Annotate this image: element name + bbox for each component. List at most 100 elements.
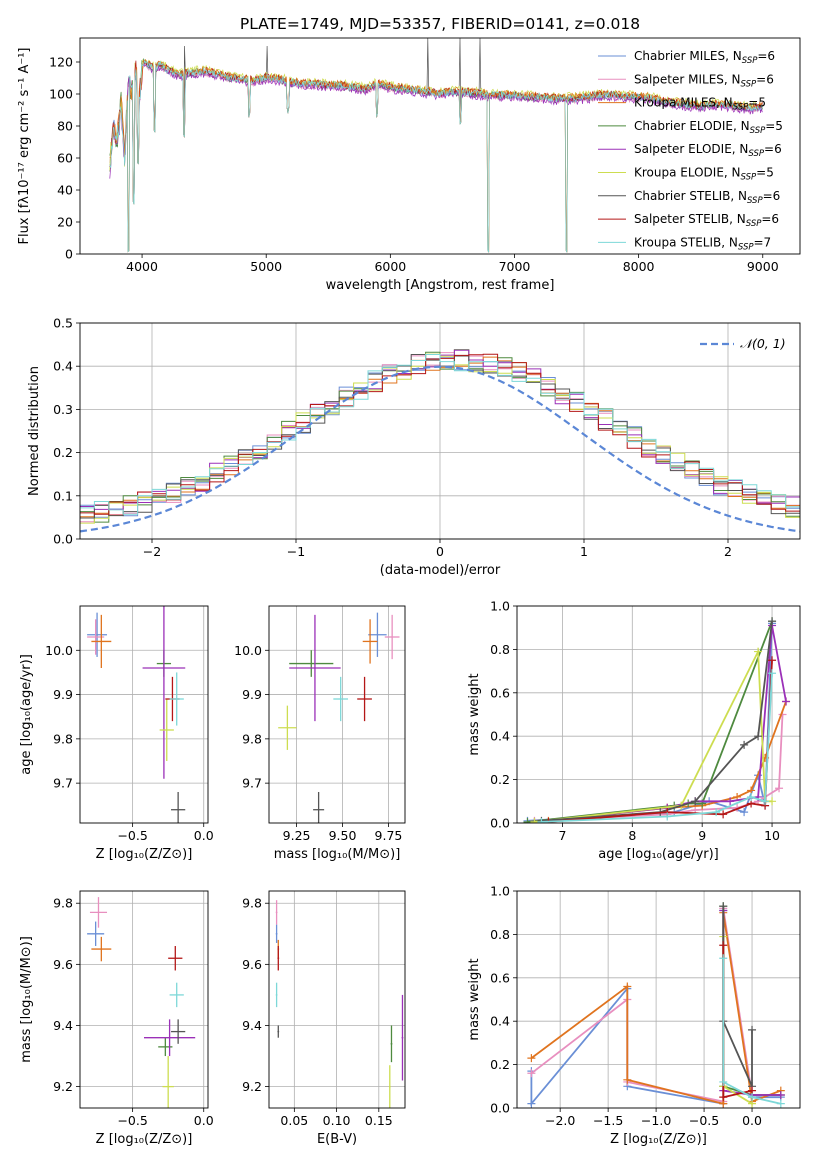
x-tick-label: −0.5 bbox=[117, 1113, 147, 1128]
plus-marker bbox=[719, 902, 728, 911]
y-tick-label: 0.4 bbox=[490, 1014, 510, 1029]
x-tick-label: 7000 bbox=[499, 259, 531, 274]
plus-marker bbox=[523, 817, 532, 823]
x-tick-label: 9.50 bbox=[329, 828, 357, 843]
plus-marker bbox=[527, 1054, 536, 1063]
y-tick-label: 0.2 bbox=[490, 1057, 510, 1072]
panel-spectrum: 4000 5000 6000 7000 8000 9000 0 20 40 60 80 100 120 w… bbox=[17, 37, 801, 293]
plus-marker bbox=[719, 954, 728, 963]
plus-marker bbox=[740, 740, 749, 749]
y-tick-label: 1.0 bbox=[490, 599, 510, 614]
plus-marker bbox=[719, 941, 728, 950]
plus-marker bbox=[663, 812, 672, 821]
y-tick-label: 9.9 bbox=[53, 687, 73, 702]
x-tick-label: −2.0 bbox=[545, 1113, 575, 1128]
plus-marker bbox=[768, 669, 777, 678]
panel-mass_vs_EBV: 0.05 0.10 0.15 9.2 9.4 9.6 9.8 E(B-V) bbox=[242, 890, 406, 1147]
y-axis-label: Normed distribution bbox=[27, 366, 42, 496]
plus-marker bbox=[776, 1099, 785, 1108]
y-tick-label: 0.6 bbox=[490, 970, 510, 985]
y-tick-label: 0.0 bbox=[53, 532, 73, 547]
legend-entry: Chabrier ELODIE, NSSP=5 bbox=[634, 119, 783, 136]
plus-marker bbox=[740, 808, 749, 817]
x-tick-label: 4000 bbox=[126, 259, 158, 274]
y-tick-label: 0.4 bbox=[490, 729, 510, 744]
x-tick-label: 6000 bbox=[374, 259, 406, 274]
plus-marker bbox=[761, 797, 770, 806]
x-tick-label: −2 bbox=[143, 544, 161, 559]
normal-curve bbox=[80, 365, 800, 533]
y-tick-label: 0.1 bbox=[53, 488, 73, 503]
y-tick-label: 9.9 bbox=[242, 687, 262, 702]
plus-marker bbox=[768, 656, 777, 665]
y-tick-label: 0.2 bbox=[490, 772, 510, 787]
panel-residuals: −2 −1 0 1 2 0.0 0.1 0.2 0.3 0.4 0.5 (data-model)/er… bbox=[27, 316, 801, 578]
x-axis-label: mass [log₁₀(M/M⊙)] bbox=[274, 847, 401, 862]
x-tick-label: 2 bbox=[724, 544, 732, 559]
x-tick-label: 9.25 bbox=[283, 828, 311, 843]
plus-marker bbox=[623, 982, 632, 991]
y-tick-label: 9.7 bbox=[242, 776, 262, 791]
plus-marker bbox=[530, 817, 539, 823]
y-tick-label: 9.6 bbox=[53, 957, 73, 972]
x-tick-label: 0 bbox=[436, 544, 444, 559]
plus-marker bbox=[747, 792, 756, 801]
residual-histogram-3 bbox=[80, 349, 800, 523]
figure-title: PLATE=1749, MJD=53357, FIBERID=0141, z=0… bbox=[240, 15, 640, 33]
plus-marker bbox=[719, 1077, 728, 1086]
x-tick-label: 5000 bbox=[250, 259, 282, 274]
panel-mass_vs_Z: −0.5 0.0 9.2 9.4 9.6 9.8 Z [log₁₀(Z/Z⊙)] mass [… bbox=[19, 890, 214, 1147]
y-tick-label: 10.0 bbox=[234, 643, 262, 658]
plus-marker bbox=[719, 1093, 728, 1102]
plus-marker bbox=[527, 1099, 536, 1108]
plus-marker bbox=[754, 732, 763, 741]
x-tick-label: 7 bbox=[558, 828, 566, 843]
mass-weight-series-6 bbox=[541, 621, 773, 822]
x-tick-label: 0.05 bbox=[280, 1113, 308, 1128]
x-tick-label: 0.0 bbox=[742, 1113, 762, 1128]
plus-marker bbox=[748, 1093, 757, 1102]
y-tick-label: 9.8 bbox=[53, 896, 73, 911]
x-tick-label: −0.5 bbox=[117, 828, 147, 843]
panel-mass_weight_vs_Z: −2.0 −1.5 −1.0 −0.5 0.0 0.0 0.2 0.4 0.6 0.8 1.0 Z [… bbox=[467, 884, 801, 1147]
y-tick-label: 0.8 bbox=[490, 927, 510, 942]
legend-entry: Chabrier STELIB, NSSP=6 bbox=[634, 189, 780, 206]
legend-entry: 𝒩(0, 1) bbox=[740, 336, 786, 351]
y-tick-label: 80 bbox=[57, 119, 73, 134]
y-tick-label: 0 bbox=[65, 247, 73, 262]
panel-age_vs_Z: −0.5 0.0 9.7 9.8 9.9 10.0 Z [log₁₀(Z/Z⊙)] age [… bbox=[19, 605, 214, 862]
plus-marker bbox=[776, 1090, 785, 1099]
x-tick-label: 9 bbox=[698, 828, 706, 843]
legend-entry: Salpeter STELIB, NSSP=6 bbox=[634, 212, 779, 229]
y-tick-label: 9.7 bbox=[53, 776, 73, 791]
y-tick-label: 20 bbox=[57, 215, 73, 230]
y-axis-label: mass [log₁₀(M/M⊙)] bbox=[19, 936, 34, 1063]
mass-weight-series-8 bbox=[541, 673, 773, 823]
panel-age_vs_mass: 9.25 9.50 9.75 9.7 9.8 9.9 10.0 mass [log₁₀(M/M… bbox=[234, 605, 406, 862]
spectrum-series-8 bbox=[109, 59, 763, 253]
y-axis-label: Flux [fλ10⁻¹⁷ erg cm⁻² s⁻¹ A⁻¹] bbox=[17, 48, 32, 245]
y-tick-label: 9.8 bbox=[53, 731, 73, 746]
x-axis-label: Z [log₁₀(Z/Z⊙)] bbox=[96, 847, 193, 862]
y-tick-label: 0.8 bbox=[490, 642, 510, 657]
mass-weight-series-7 bbox=[548, 660, 773, 823]
plus-marker bbox=[691, 797, 700, 806]
y-tick-label: 9.4 bbox=[53, 1018, 73, 1033]
plot-area bbox=[527, 902, 785, 1108]
plot-area bbox=[278, 612, 400, 823]
legend-entry: Chabrier MILES, NSSP=6 bbox=[634, 49, 775, 66]
y-axis-label: age [log₁₀(age/yr)] bbox=[19, 654, 34, 775]
x-tick-label: 0.10 bbox=[323, 1113, 351, 1128]
y-tick-label: 0.0 bbox=[490, 1101, 510, 1116]
y-tick-label: 1.0 bbox=[490, 884, 510, 899]
plus-marker bbox=[782, 697, 791, 706]
axes-frame bbox=[516, 605, 801, 824]
plus-marker bbox=[527, 1069, 536, 1078]
x-tick-label: −0.5 bbox=[689, 1113, 719, 1128]
x-tick-label: −1 bbox=[287, 544, 305, 559]
axes-frame bbox=[268, 890, 406, 1109]
y-tick-label: 0.5 bbox=[53, 316, 73, 331]
x-tick-label: 0.0 bbox=[194, 828, 214, 843]
y-axis-label: mass weight bbox=[467, 958, 482, 1040]
